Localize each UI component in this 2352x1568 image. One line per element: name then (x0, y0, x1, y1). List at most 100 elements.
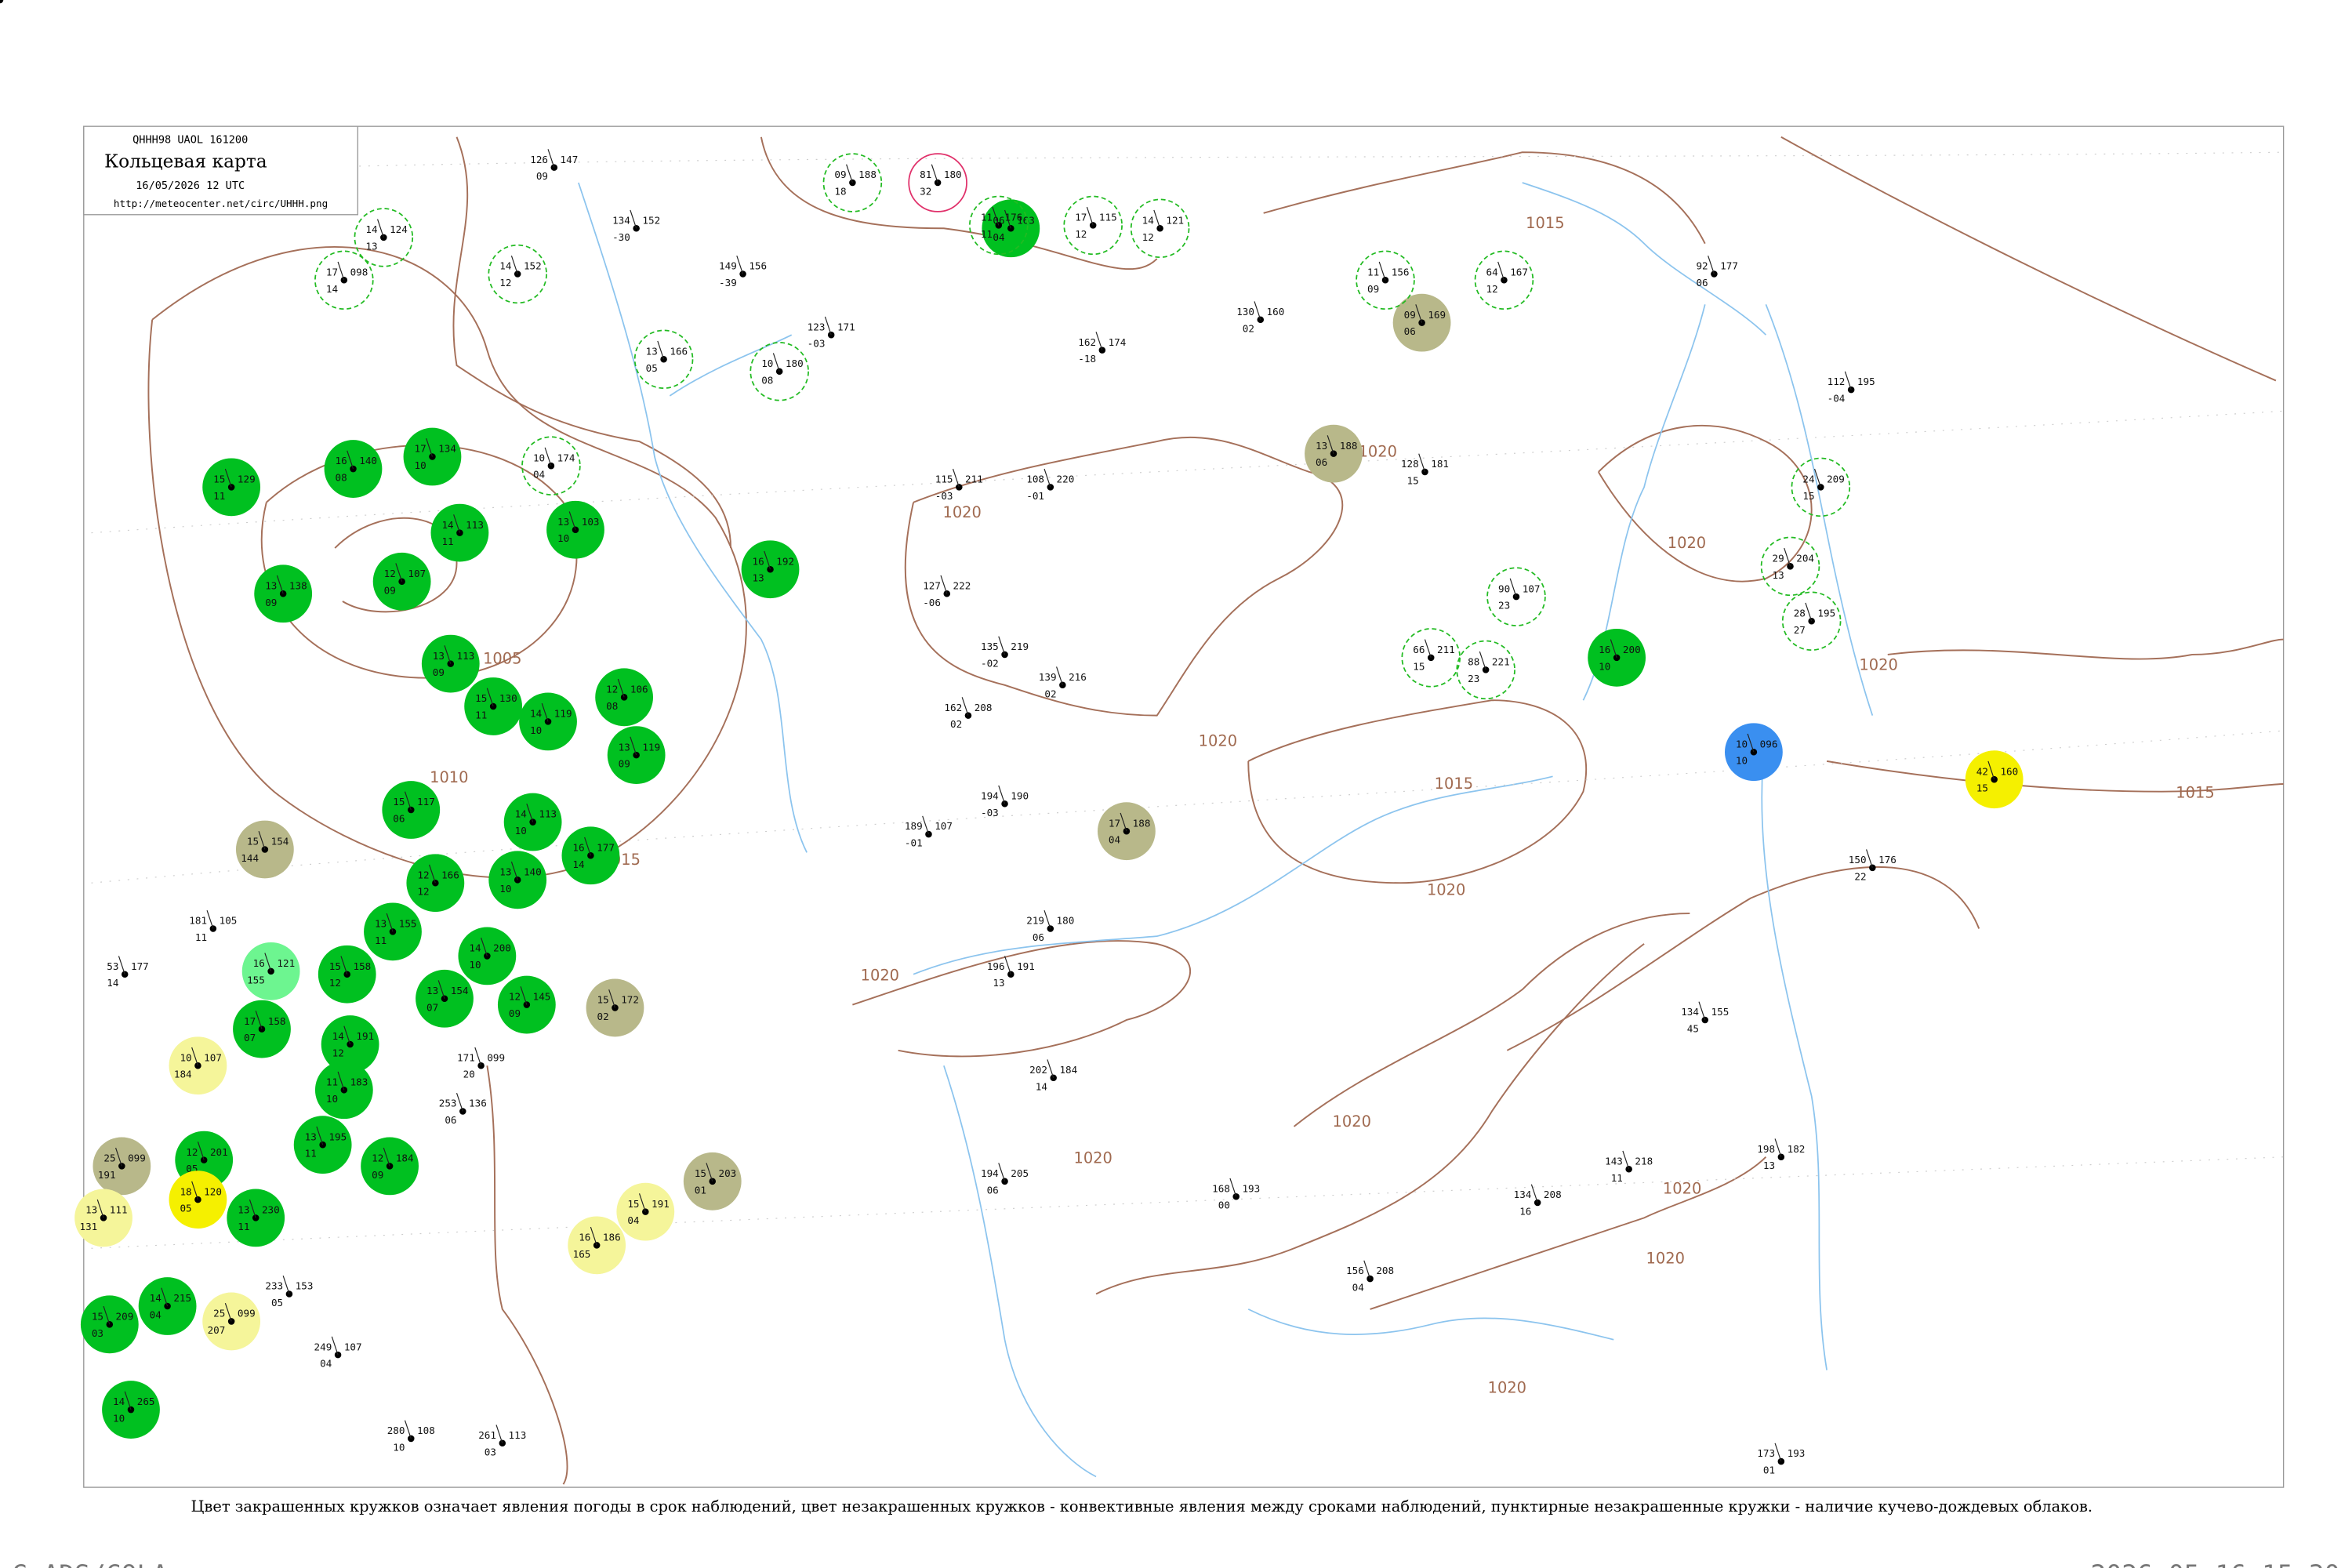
station-dew: 11 (375, 935, 387, 946)
station-temp: 196 (987, 960, 1005, 972)
map-frame (83, 125, 2285, 1488)
station-temp: 149 (719, 260, 737, 272)
station-temp: 194 (981, 789, 999, 801)
station-circle (1474, 250, 1534, 310)
station: 10 180 08 (750, 342, 809, 401)
station: 249 107 04 (314, 1336, 362, 1370)
station-pressure: 121 (1166, 214, 1184, 226)
station: 130 160 02 (1236, 301, 1284, 334)
station-dew: 04 (993, 231, 1004, 243)
station-temp: 249 (314, 1341, 332, 1352)
station-temp: 15 (92, 1310, 103, 1322)
isobar-label: 1020 (1359, 443, 1397, 461)
station-dew: 02 (1044, 688, 1056, 699)
station-pressure: 177 (1720, 260, 1738, 272)
station-circle (1356, 250, 1415, 310)
isobar-label: 1020 (1427, 881, 1465, 899)
wind-barb (764, 550, 771, 570)
wind-barb (1327, 435, 1334, 454)
station-temp: 13 (433, 650, 445, 662)
station: 81 180 32 (908, 153, 967, 212)
station: 24814108 (0, 0, 4, 4)
station-temp: 81 (920, 169, 931, 180)
header-box (83, 125, 358, 216)
station-pressure: 208 (1376, 1265, 1394, 1276)
station-dew: -39 (719, 277, 737, 289)
station-temp: 11 (326, 1076, 338, 1087)
station: 13 188 06 (1305, 424, 1363, 483)
wind-barb (1610, 639, 1617, 659)
station: 14 121 12 (1130, 198, 1190, 259)
station-pressure: 219 (1011, 641, 1029, 652)
station-temp: 15 (695, 1167, 706, 1179)
wind-barb (206, 909, 214, 929)
wind-barb (1708, 256, 1715, 274)
station-temp: 12 (186, 1146, 198, 1158)
station: 13 195 11 (293, 1116, 352, 1174)
station-temp: 12 (417, 869, 429, 880)
station-dew: 15 (1413, 660, 1425, 672)
station: 202 184 14 (1029, 1059, 1077, 1092)
station-temp: 162 (1078, 336, 1096, 348)
station-dew: 14 (1036, 1080, 1047, 1092)
wind-barb (255, 1011, 263, 1029)
station-dew: 131 (79, 1221, 97, 1232)
station-dew: 32 (920, 186, 931, 198)
station-temp: 139 (1039, 671, 1057, 683)
wind-barb (347, 450, 354, 470)
station: 127 222 -06 (923, 575, 971, 608)
station-temp: 17 (326, 266, 338, 278)
station-dew: 04 (320, 1358, 332, 1370)
station-dew: 06 (987, 1184, 999, 1196)
station-temp: 12 (384, 568, 396, 579)
station-pressure: 119 (642, 741, 660, 753)
station-temp: 25 (213, 1308, 225, 1319)
station: 13 138 09 (254, 564, 313, 623)
wind-barb (481, 937, 488, 956)
station-temp: 134 (1681, 1006, 1699, 1018)
station-dot (1625, 1165, 1632, 1173)
station-dew: -06 (923, 597, 941, 608)
graticule (91, 151, 2284, 1249)
station: 162 174 -18 (1078, 332, 1126, 365)
station-temp: 12 (372, 1152, 383, 1164)
station-temp: 29 (1773, 553, 1784, 564)
station-dew: 12 (332, 1047, 344, 1059)
station-pressure: 200 (1623, 644, 1641, 655)
isobar-label: 1020 (1333, 1112, 1371, 1131)
station-pressure: 201 (210, 1146, 228, 1158)
station-dew: 165 (573, 1248, 591, 1260)
station-dew: 11 (305, 1148, 317, 1160)
station-pressure: 177 (597, 841, 615, 853)
station-pressure: 203 (719, 1167, 737, 1179)
wind-barb (1774, 1443, 1782, 1462)
station-pressure: 188 (1340, 440, 1358, 452)
station-pressure: 172 (621, 994, 639, 1006)
station-temp: 64 (1486, 266, 1497, 278)
wind-barb (998, 636, 1006, 655)
station-dew: 12 (1075, 228, 1087, 240)
station-dew: 12 (417, 886, 429, 898)
station: 134 208 16 (1514, 1184, 1562, 1218)
station-temp: 13 (499, 866, 511, 878)
station-dot (514, 270, 521, 278)
station-temp: 13 (85, 1204, 97, 1216)
isobar-label: 1020 (1646, 1250, 1685, 1268)
header-code: QHHH98 UAOL 161200 (132, 134, 248, 147)
station-pressure: 158 (268, 1015, 286, 1027)
wind-barb (96, 1199, 104, 1218)
wind-barb (343, 1025, 351, 1045)
station-dew: 09 (536, 170, 548, 182)
station-dot (1089, 222, 1097, 229)
wind-barb (437, 980, 445, 999)
wind-barb (316, 1126, 324, 1145)
wind-barb (115, 1147, 122, 1167)
station-temp: 13 (619, 741, 630, 753)
station-temp: 13 (646, 345, 658, 357)
station-pressure: 174 (1109, 336, 1127, 348)
station-dew: 155 (247, 974, 265, 985)
station-dot (739, 270, 746, 278)
station-temp: 14 (530, 708, 542, 720)
station-pressure: 186 (603, 1232, 621, 1243)
station-pressure: 230 (262, 1204, 280, 1216)
